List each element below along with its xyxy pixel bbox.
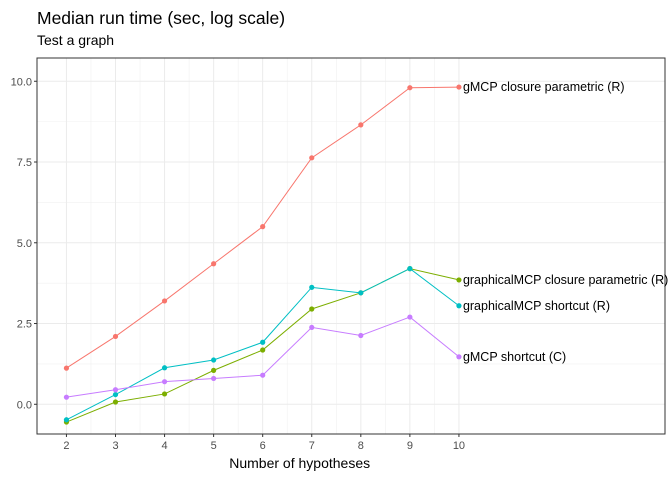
y-tick-label: 0.0 xyxy=(17,399,32,411)
chart-title: Median run time (sec, log scale) xyxy=(37,8,286,28)
x-tick-label: 3 xyxy=(112,440,118,452)
x-tick-label: 10 xyxy=(453,440,465,452)
series-0 xyxy=(63,84,462,371)
x-tick-label: 8 xyxy=(358,440,364,452)
x-tick-label: 5 xyxy=(211,440,217,452)
series-end-label: graphicalMCP closure parametric (R) xyxy=(463,273,668,287)
data-point xyxy=(456,303,462,309)
series-2 xyxy=(63,266,462,423)
data-point xyxy=(260,372,266,378)
data-point xyxy=(63,417,70,423)
data-point xyxy=(63,365,70,371)
x-tick-label: 4 xyxy=(162,440,168,452)
data-point xyxy=(260,224,266,230)
data-point xyxy=(161,365,168,371)
data-point xyxy=(260,339,266,345)
series-end-label: gMCP closure parametric (R) xyxy=(463,80,625,94)
data-point xyxy=(407,266,413,272)
data-point xyxy=(112,399,119,405)
axes: 0.0 2.5 5.0 7.5 10.0 2 3 4 5 6 7 8 9 10 xyxy=(11,76,465,452)
data-point xyxy=(456,84,462,90)
data-point xyxy=(358,290,364,296)
data-point xyxy=(309,155,315,161)
y-tick-label: 2.5 xyxy=(17,319,32,331)
data-point xyxy=(456,277,462,283)
data-point xyxy=(309,324,315,331)
end-labels: gMCP closure parametric (R) graphicalMCP … xyxy=(463,80,668,364)
data-point xyxy=(309,284,315,290)
x-axis-title: Number of hypotheses xyxy=(229,455,370,471)
y-tick-label: 5.0 xyxy=(17,238,32,250)
data-point xyxy=(456,354,462,360)
grid-lines xyxy=(37,58,665,434)
x-tick-label: 2 xyxy=(63,440,69,452)
data-point xyxy=(358,122,364,128)
y-tick-label: 10.0 xyxy=(11,76,32,88)
data-point xyxy=(358,332,364,339)
data-point xyxy=(161,298,168,304)
data-point xyxy=(211,357,217,363)
data-point xyxy=(309,306,315,312)
series-3 xyxy=(63,314,462,400)
panel-border xyxy=(36,57,666,435)
data-point xyxy=(407,314,413,320)
x-tick-label: 7 xyxy=(309,440,315,452)
x-tick-label: 9 xyxy=(407,440,413,452)
series-end-label: gMCP shortcut (C) xyxy=(463,350,566,364)
series-end-label: graphicalMCP shortcut (R) xyxy=(463,299,610,313)
data-point xyxy=(63,394,70,400)
data-point xyxy=(112,387,119,393)
data-point xyxy=(211,375,217,382)
data-point xyxy=(161,391,168,397)
data-point xyxy=(211,261,217,267)
data-point xyxy=(161,379,168,385)
x-tick-label: 6 xyxy=(260,440,266,452)
series-group xyxy=(63,84,462,425)
data-point xyxy=(211,367,217,373)
y-tick-label: 7.5 xyxy=(17,157,32,169)
data-point xyxy=(112,391,119,398)
chart-subtitle: Test a graph xyxy=(37,32,115,48)
data-point xyxy=(407,85,413,91)
data-point xyxy=(112,333,119,340)
data-point xyxy=(260,347,266,353)
